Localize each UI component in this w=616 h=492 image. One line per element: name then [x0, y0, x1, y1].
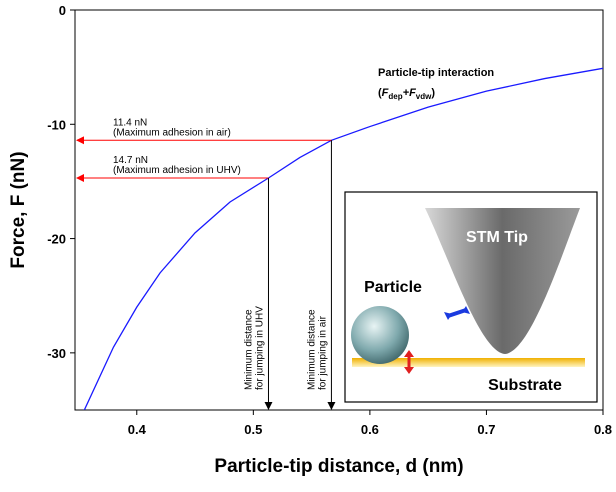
- formula-part: dep: [388, 92, 402, 101]
- distance-note: Minimum distance: [243, 309, 254, 390]
- particle: [351, 306, 409, 364]
- x-tick-label: 0.4: [128, 422, 147, 437]
- x-tick-label: 0.5: [244, 422, 262, 437]
- y-axis-label: Force, F (nN): [8, 151, 29, 268]
- x-tick-label: 0.8: [594, 422, 612, 437]
- y-tick-label: -10: [47, 117, 66, 132]
- distance-note: for jumping in UHV: [254, 306, 265, 390]
- y-tick-label: -30: [47, 346, 66, 361]
- x-axis-label: Particle-tip distance, d (nm): [214, 456, 463, 477]
- y-tick-label: 0: [59, 3, 66, 18]
- plot-frame: [74, 9, 604, 411]
- tip-label: STM Tip: [466, 229, 528, 246]
- x-tick-label: 0.6: [361, 422, 379, 437]
- substrate: [352, 358, 585, 367]
- adhesion-arrow-heads: [404, 350, 414, 374]
- note: (Maximum adhesion in air): [113, 127, 231, 138]
- x-tick-label: 0.7: [477, 422, 495, 437]
- series-formula: (Fdep+Fvdw): [378, 87, 435, 101]
- formula-part: +F: [403, 87, 416, 99]
- formula-part: F: [382, 87, 389, 99]
- formula-part: ): [431, 87, 435, 99]
- series-label: Particle-tip interaction: [378, 67, 494, 79]
- note: (Maximum adhesion in UHV): [113, 165, 241, 176]
- inset: STM Tip Particle Substrate: [344, 191, 598, 403]
- particle-label: Particle: [364, 279, 422, 296]
- formula-part: vdw: [416, 92, 432, 101]
- force-arrow: [447, 308, 467, 318]
- y-tick-label: -20: [47, 232, 66, 247]
- formula-part: (: [378, 87, 382, 99]
- distance-note: for jumping in air: [317, 315, 328, 390]
- value-label: 11.4 nN: [113, 117, 147, 128]
- value-label: 14.7 nN: [113, 155, 148, 166]
- substrate-label: Substrate: [488, 377, 562, 394]
- stm-tip: [425, 208, 580, 354]
- line-series: [83, 67, 603, 410]
- distance-note: Minimum distance: [306, 309, 317, 390]
